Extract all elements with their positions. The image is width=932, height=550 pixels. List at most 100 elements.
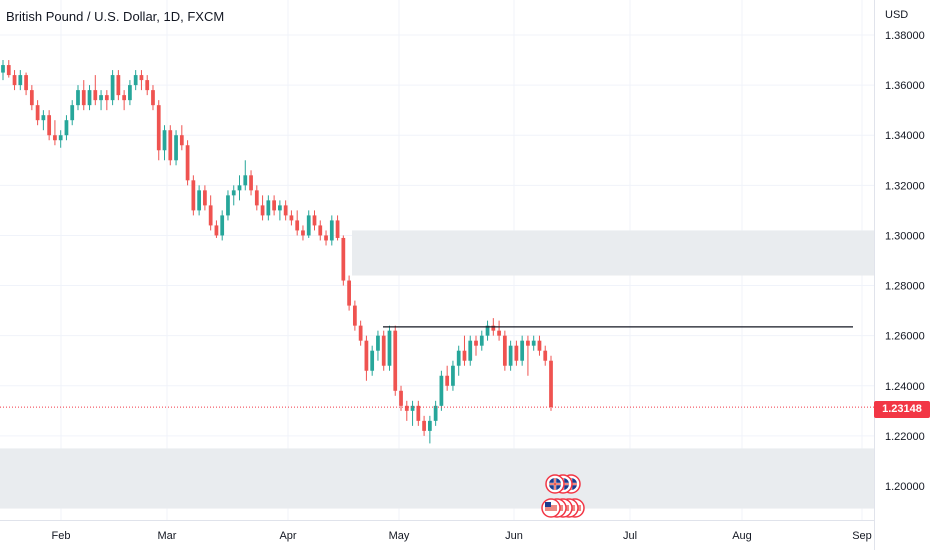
candle-body [24, 75, 28, 91]
candle-body [537, 340, 542, 351]
price-axis-label: 1.30000 [885, 230, 925, 242]
candle-body [208, 205, 213, 226]
candle-body [185, 145, 190, 181]
candle-body [295, 220, 300, 231]
candle-body [318, 225, 323, 236]
candle-body [456, 350, 461, 366]
candle-body [462, 350, 467, 361]
candle-body [104, 95, 109, 101]
candle-body [347, 280, 351, 306]
candle-body [226, 195, 230, 216]
candle-body [93, 90, 98, 101]
us-flag-event-icon[interactable] [541, 498, 561, 518]
demand-zone [0, 448, 874, 509]
candle-body [64, 120, 69, 136]
candle-body [12, 75, 17, 86]
candle-body [502, 335, 507, 366]
uk-flag-event-icon[interactable] [545, 474, 565, 494]
candle-body [393, 330, 398, 391]
candle-body [543, 350, 548, 361]
candle-body [335, 220, 340, 238]
candle-body [352, 305, 357, 326]
candle-body [70, 105, 75, 121]
candle-body [29, 90, 34, 106]
candle-body [110, 75, 115, 101]
candle-body [381, 335, 386, 366]
candle-body [497, 330, 501, 336]
last-price-tag: 1.23148 [874, 401, 930, 418]
candle-body [249, 175, 253, 191]
candle-body [364, 340, 369, 371]
candle-body [1, 65, 5, 73]
candle-body [41, 115, 46, 121]
candle-body [404, 405, 409, 411]
candle-body [520, 340, 525, 361]
time-axis-label: May [389, 530, 410, 542]
candle-body [422, 420, 426, 431]
candle-body [549, 360, 553, 408]
candle-body [76, 90, 80, 106]
candle-body [479, 335, 484, 346]
time-axis-label: Mar [158, 530, 177, 542]
candle-body [312, 215, 317, 226]
candle-body [358, 325, 363, 341]
candle-body [214, 225, 219, 236]
candle-body [128, 85, 132, 101]
candle-body [491, 325, 496, 331]
time-axis-label: Sep [852, 530, 872, 542]
candle-body [220, 215, 225, 236]
candle-body [99, 95, 103, 101]
time-axis-label: Feb [52, 530, 71, 542]
candle-body [168, 130, 173, 161]
price-axis-label: 1.22000 [885, 431, 925, 443]
candle-body [243, 175, 248, 186]
candle-body [231, 190, 236, 196]
price-axis-label: 1.20000 [885, 481, 925, 493]
candle-body [439, 375, 444, 406]
candle-body [116, 75, 121, 96]
candle-body [399, 390, 403, 406]
candle-body [341, 237, 346, 281]
candle-body [6, 65, 11, 76]
candle-body [416, 405, 421, 421]
candle-body [370, 350, 375, 371]
price-axis-label: 1.32000 [885, 180, 925, 192]
candle-body [324, 235, 328, 241]
candle-body [145, 80, 150, 91]
price-axis-label: 1.34000 [885, 130, 925, 142]
demand-zone [352, 230, 874, 276]
candle-body [387, 330, 392, 366]
candle-body [260, 205, 265, 216]
candle-body [35, 105, 40, 121]
candle-body [376, 335, 380, 351]
candle-body [272, 200, 276, 211]
candle-body [526, 340, 530, 346]
candle-body [53, 135, 57, 141]
price-axis-label: 1.36000 [885, 80, 925, 92]
candle-body [410, 405, 415, 411]
candle-body [133, 75, 138, 86]
candle-body [433, 405, 438, 421]
candle-body [179, 135, 184, 146]
candle-body [47, 115, 52, 136]
candle-body [191, 180, 196, 211]
candle-body [451, 365, 455, 386]
candle-body [306, 215, 311, 236]
candle-body [474, 340, 478, 346]
candle-body [514, 345, 519, 361]
candle-body [485, 325, 490, 336]
candle-body [254, 190, 259, 206]
candle-body [278, 205, 282, 211]
candle-body [87, 90, 92, 106]
time-axis-label: Jul [623, 530, 637, 542]
time-axis-label: Apr [279, 530, 296, 542]
candle-body [174, 135, 178, 161]
candle-body [266, 200, 271, 216]
price-axis-label: 1.26000 [885, 331, 925, 343]
candle-body [58, 135, 63, 141]
candle-body [81, 90, 86, 106]
candle-body [468, 340, 473, 361]
candle-body [151, 90, 155, 106]
candle-body [122, 95, 127, 101]
